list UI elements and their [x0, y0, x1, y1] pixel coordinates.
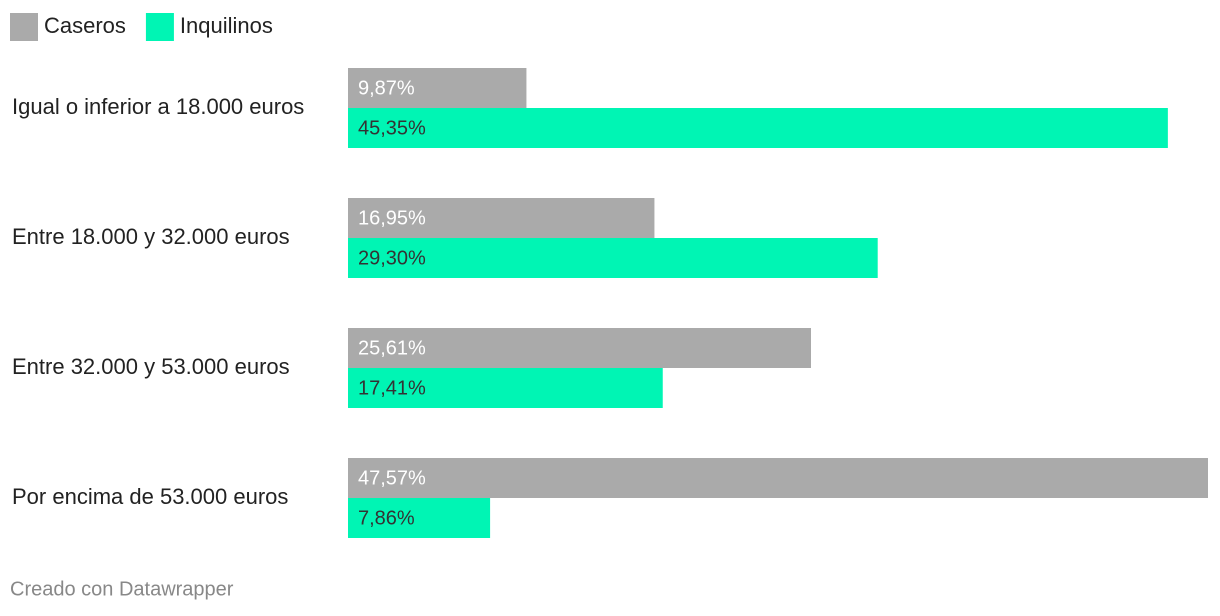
bar: [348, 68, 527, 108]
category-label: Entre 32.000 y 53.000 euros: [12, 354, 290, 379]
credit: Creado con Datawrapper: [10, 578, 234, 600]
legend-label: Inquilinos: [180, 13, 273, 38]
bar: [348, 198, 655, 238]
value-label: 29,30%: [358, 247, 426, 269]
bar: [348, 368, 663, 408]
bar: [348, 328, 811, 368]
legend-swatch: [10, 13, 38, 41]
legend-label: Caseros: [44, 13, 126, 38]
value-label: 17,41%: [358, 377, 426, 399]
bar: [348, 498, 491, 538]
value-label: 45,35%: [358, 117, 426, 139]
value-label: 16,95%: [358, 207, 426, 229]
category-label: Por encima de 53.000 euros: [12, 484, 288, 509]
bar: [348, 458, 1208, 498]
bar: [348, 108, 1168, 148]
category-label: Entre 18.000 y 32.000 euros: [12, 224, 290, 249]
legend-swatch: [145, 13, 174, 41]
value-label: 9,87%: [358, 77, 415, 99]
value-label: 7,86%: [358, 507, 415, 529]
category-label: Igual o inferior a 18.000 euros: [12, 94, 304, 119]
value-label: 47,57%: [358, 467, 426, 489]
value-label: 25,61%: [358, 337, 426, 359]
bar: [348, 238, 878, 278]
